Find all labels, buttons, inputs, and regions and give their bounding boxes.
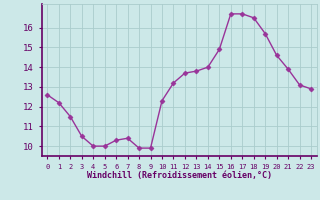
X-axis label: Windchill (Refroidissement éolien,°C): Windchill (Refroidissement éolien,°C)	[87, 171, 272, 180]
